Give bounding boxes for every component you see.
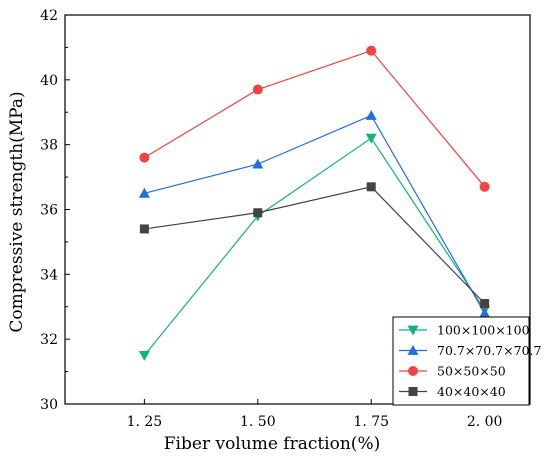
data-point	[480, 299, 490, 309]
legend: 100×100×100 70.7×70.7×70.7 50×50×50 40×40×4…	[392, 316, 541, 406]
y-tick-label: 32	[40, 332, 58, 348]
data-point	[479, 307, 491, 318]
data-point	[366, 182, 376, 192]
data-point	[139, 152, 150, 163]
x-tick-label: 1. 50	[240, 414, 276, 430]
y-tick-label: 30	[40, 397, 58, 413]
legend-label: 70.7×70.7×70.7	[437, 343, 541, 358]
series-group	[138, 109, 491, 318]
series-group	[139, 45, 490, 192]
legend-label: 40×40×40	[437, 384, 506, 399]
data-point	[139, 224, 149, 234]
y-tick-label: 42	[40, 8, 58, 24]
y-tick-label: 34	[40, 267, 58, 283]
data-point	[252, 84, 263, 95]
y-tick-label: 38	[40, 138, 58, 154]
data-point	[253, 208, 263, 218]
data-point	[366, 45, 377, 56]
x-axis: 1. 25 1. 50 1. 75 2. 00	[127, 399, 503, 430]
legend-marker	[408, 387, 418, 396]
y-tick-label: 36	[40, 203, 58, 219]
y-axis-title: Compressive strength(MPa)	[7, 91, 27, 332]
x-tick-label: 1. 75	[353, 414, 389, 430]
legend-marker	[408, 366, 418, 376]
series-line	[144, 186, 486, 304]
legend-marker	[407, 345, 419, 355]
data-point	[479, 181, 490, 192]
series-line	[143, 137, 486, 356]
y-tick-label: 40	[40, 73, 58, 89]
series-line	[144, 114, 486, 314]
series-layer	[138, 45, 491, 361]
data-point	[365, 133, 377, 144]
data-point	[252, 158, 264, 169]
series-group	[139, 182, 490, 309]
x-axis-title: Fiber volume fraction(%)	[164, 434, 380, 454]
legend-label: 100×100×100	[437, 323, 530, 338]
y-axis: 30 32 34 36 38 40 42	[40, 8, 70, 413]
x-tick-label: 2. 00	[467, 414, 503, 430]
data-point	[138, 350, 150, 361]
x-tick-label: 1. 25	[127, 414, 163, 430]
legend-label: 50×50×50	[437, 364, 506, 379]
data-point	[365, 109, 377, 120]
legend-marker	[407, 325, 419, 336]
data-point	[138, 187, 150, 198]
series-line	[144, 49, 486, 188]
